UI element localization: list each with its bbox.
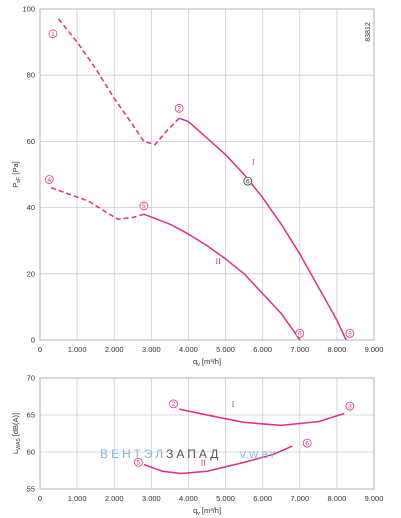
chart2-series-line-i-solid: [179, 408, 345, 427]
chart2-x-tick-label: 1.000: [68, 494, 87, 503]
chart1-y-axis-label: PsF[Pa]: [11, 161, 22, 187]
chart2-marker-circle-5: [133, 457, 143, 467]
chart2-y-tick-label: 55: [27, 485, 35, 494]
chart1-marker-label-3: 3: [348, 331, 352, 338]
chart1-x-tick-label: 1.000: [68, 345, 87, 354]
chart2-x-tick-label: 8.000: [327, 494, 346, 503]
chart1-x-tick-label: 5.000: [216, 345, 235, 354]
chart1-y-tick-label: 20: [27, 269, 35, 278]
chart1-marker-circle-4: [44, 175, 54, 184]
chart1-x-tick-label: 0: [38, 345, 42, 354]
chart2-marker-circle-3: [345, 401, 355, 411]
chart1-x-tick-label: 2.000: [105, 345, 124, 354]
chart1-y-tick-label: 40: [27, 203, 35, 212]
chart1-marker-circle-5: [139, 201, 149, 211]
chart2-series-line-ii-solid: [143, 445, 293, 475]
chart2-curve-label-ii: II: [201, 458, 207, 467]
chart1-series-line-i-dashed: [57, 18, 180, 146]
noise-chart: 0 1.000 2.000 3.000 4.000 5.000 6.000 7.000 8.00…: [11, 374, 383, 518]
chart1-marker-label-1: 1: [51, 31, 55, 38]
chart1-marker-label-6: 6: [298, 331, 302, 338]
watermark-part-3: V.W.BY: [239, 450, 276, 461]
chart1-x-tick-label: 7.000: [290, 345, 309, 354]
chart2-x-tick-label: 9.000: [365, 494, 384, 503]
chart2-x-tick-label: 7.000: [290, 494, 309, 503]
watermark-part-1: ВЕНТЭЛ: [100, 447, 166, 461]
chart1-operating-point: [243, 176, 253, 186]
chart2-marker-label-5: 5: [137, 460, 141, 467]
chart1-marker-circle-2: [174, 103, 184, 113]
chart1-series-line-i-solid: [178, 117, 347, 341]
chart1-x-tick-label: 3.000: [142, 345, 161, 354]
chart2-y-axis-label: LWA5[dB(A)]: [11, 413, 22, 454]
chart1-y-tick-label: 80: [27, 71, 35, 80]
chart1-x-tick-label: 8.000: [327, 345, 346, 354]
chart2-x-tick-label: 2.000: [105, 494, 124, 503]
chart1-x-tick-label: 6.000: [253, 345, 272, 354]
chart1-y-tick-label: 0: [31, 336, 35, 345]
chart2-marker-label-3: 3: [348, 403, 352, 410]
chart1-operating-point-label: 6: [246, 178, 250, 185]
chart2-x-tick-label: 4.000: [179, 494, 198, 503]
chart2-y-tick-label: 70: [27, 374, 35, 383]
chart1-marker-circle-1: [48, 29, 58, 39]
chart1-marker-label-2: 2: [177, 106, 181, 113]
chart2-y-tick-label: 65: [27, 411, 35, 420]
chart2-curve-label-i: I: [232, 400, 235, 409]
chart2-marker-circle-2: [169, 399, 179, 409]
pressure-chart: 0 1.000 2.000 3.000 4.000 5.000 6.000 7.000 8.00…: [11, 5, 383, 369]
chart2-x-tick-label: 6.000: [253, 494, 272, 503]
chart2-x-tick-label: 3.000: [142, 494, 161, 503]
watermark-text: ВЕНТЭЛЗАПАД V.W.BY: [100, 447, 276, 461]
chart2-y-tick-label: 60: [27, 448, 35, 457]
chart1-y-tick-label: 60: [27, 137, 35, 146]
chart1-x-tick-label: 9.000: [365, 345, 384, 354]
chart2-marker-label-2: 2: [172, 401, 176, 408]
chart2-marker-circle-6: [302, 438, 312, 448]
chart2-marker-label-6: 6: [305, 440, 309, 447]
chart1-y-tick-label: 100: [22, 5, 35, 14]
chart1-curve-label-i: I: [252, 158, 255, 167]
chart1-x-tick-label: 4.000: [179, 345, 198, 354]
chart1-marker-circle-3: [345, 328, 355, 338]
chart2-x-tick-label: 5.000: [216, 494, 235, 503]
chart1-curve-label-ii: II: [215, 257, 221, 266]
watermark-part-2: ЗАПАД: [166, 447, 221, 461]
chart1-x-axis-label: qv [m³/h]: [193, 357, 221, 368]
figure-id-label: 83812: [365, 22, 372, 42]
chart1-marker-label-5: 5: [142, 203, 146, 210]
chart1-plot-frame: [39, 8, 375, 341]
chart1-marker-label-4: 4: [47, 177, 51, 184]
chart2-x-axis-label: qv [m³/h]: [193, 506, 221, 517]
chart2-x-tick-label: 0: [38, 494, 42, 503]
chart2-plot-frame: [39, 377, 375, 490]
chart1-series-line-ii-solid: [143, 213, 301, 341]
chart1-marker-circle-6: [295, 328, 305, 338]
chart1-series-line-ii-dashed: [50, 187, 145, 220]
